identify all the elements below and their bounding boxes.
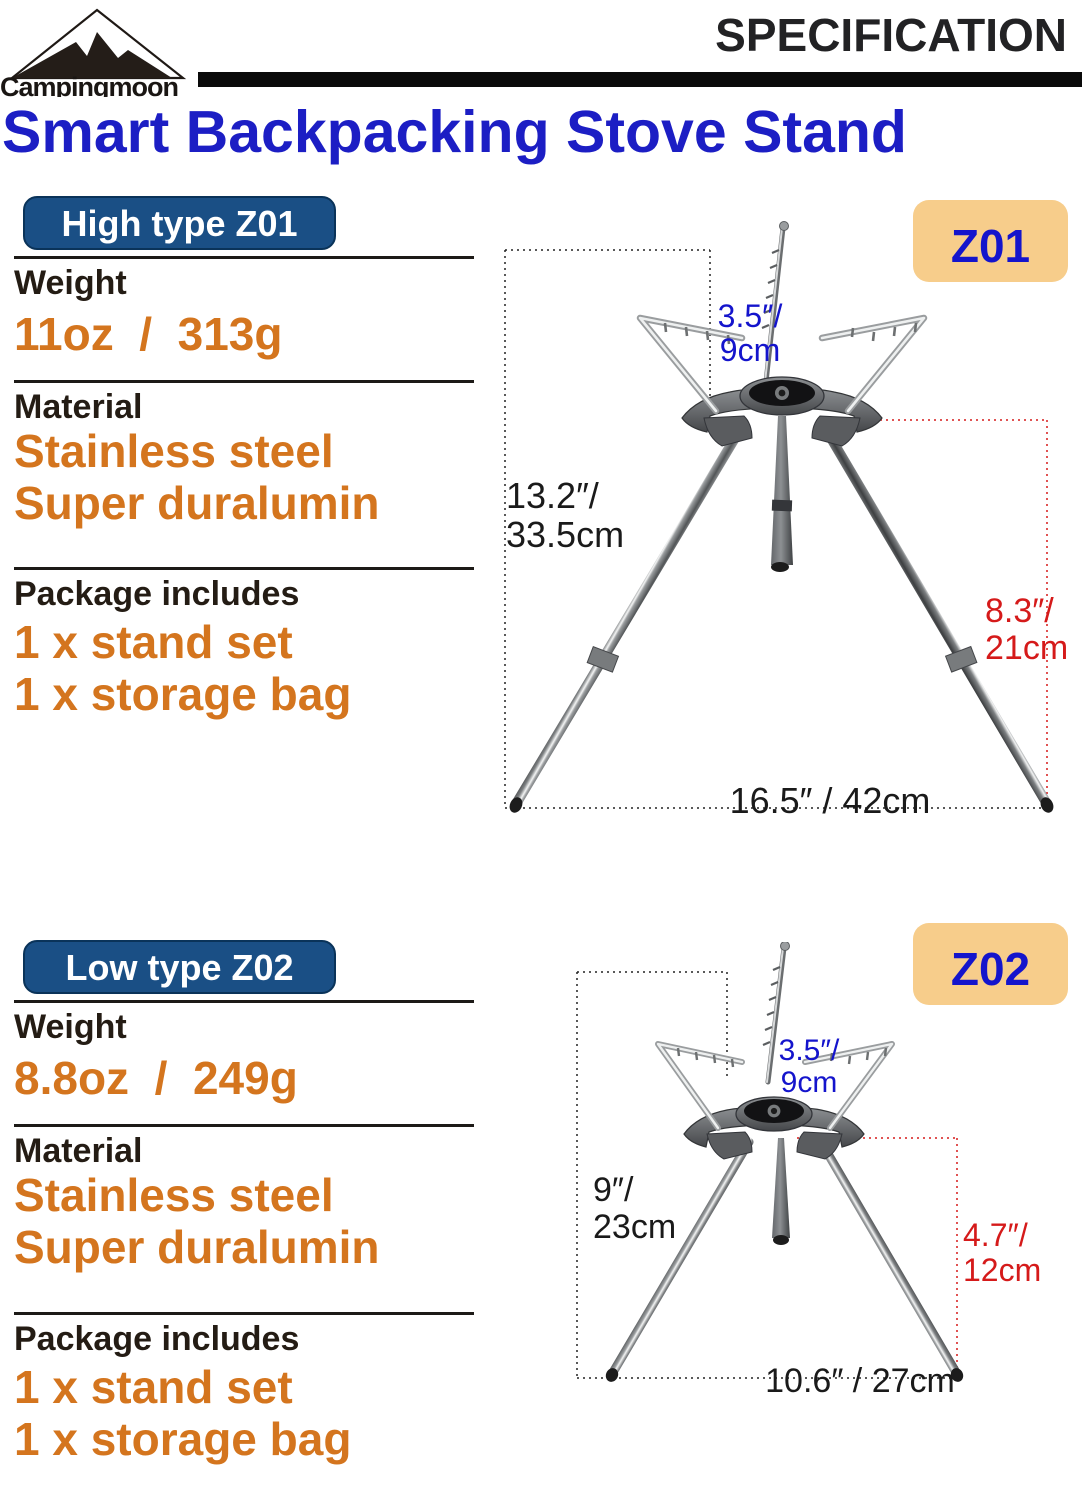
svg-text:Campingmoon: Campingmoon xyxy=(0,72,178,97)
